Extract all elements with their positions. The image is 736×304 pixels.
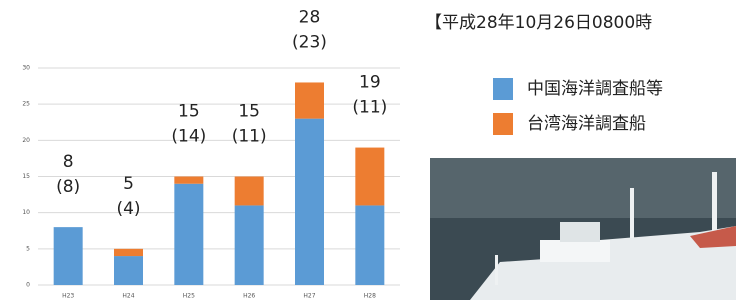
bar-segment [355,148,384,206]
x-tick-label: H25 [183,293,195,300]
total-label: 19 [359,73,381,93]
y-tick-label: 25 [22,101,30,108]
value-label: (8) [56,177,80,197]
legend-label: 台湾海洋調査船 [527,114,646,134]
y-tick-label: 10 [22,209,30,216]
y-tick-label: 30 [22,65,30,72]
screen: 【平成28年10月26日0800時 0 5 10 15 20 25 30 H23 8 (8) H24… [0,0,736,300]
x-tick-label: H24 [122,293,134,300]
photo [430,158,736,300]
legend-label: 中国海洋調査船等 [527,79,663,99]
bar-segment [295,82,324,118]
legend-swatch [493,78,513,100]
bar-segment [114,249,143,256]
legend-swatch [493,113,513,135]
y-tick-label: 15 [22,173,30,180]
total-label: 28 [299,7,321,27]
bar-segment [295,119,324,285]
total-label: 8 [63,152,74,172]
bar-segment [235,177,264,206]
total-label: 15 [238,102,260,122]
heading: 【平成28年10月26日0800時 [425,13,652,33]
bar-segment [174,184,203,285]
value-label: (11) [352,98,387,118]
bar-segment [54,227,83,285]
bar-segment [235,205,264,285]
total-label: 5 [123,174,134,194]
y-tick-label: 0 [26,282,30,289]
bar-segment [174,177,203,184]
value-label: (11) [232,127,267,147]
page: {"heading": "【平成28年10月26日0800時", "chart_… [0,0,736,304]
bar-segment [355,205,384,285]
x-tick-label: H27 [303,293,315,300]
value-label: (23) [292,32,327,52]
y-tick-label: 20 [22,137,30,144]
x-tick-label: H23 [62,293,74,300]
y-tick-label: 5 [26,245,30,252]
value-label: (4) [116,199,140,219]
total-label: 15 [178,102,200,122]
value-label: (14) [171,127,206,147]
bar-segment [114,256,143,285]
x-tick-label: H28 [364,293,376,300]
x-tick-label: H26 [243,293,255,300]
